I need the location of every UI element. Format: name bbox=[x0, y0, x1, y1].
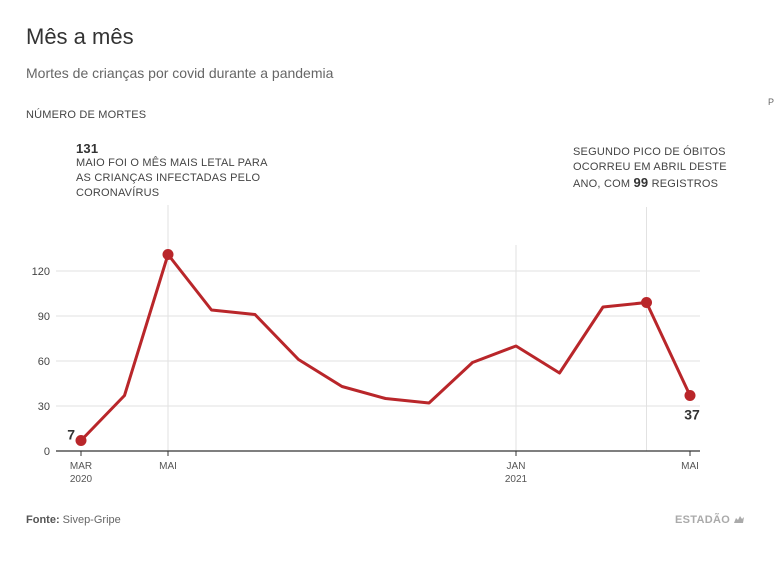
second-peak-value: 99 bbox=[633, 175, 649, 190]
y-axis-label: NÚMERO DE MORTES bbox=[26, 109, 147, 121]
cropped-letter: P bbox=[768, 97, 775, 107]
chart-title: Mês a mês bbox=[26, 24, 134, 49]
y-tick-label-90: 90 bbox=[38, 311, 50, 323]
source-text: Sivep-Gripe bbox=[59, 514, 121, 526]
peak-annotation-text: MAIO FOI O MÊS MAIS LETAL PARA AS CRIANÇ… bbox=[76, 157, 268, 199]
brand-name: ESTADÃO bbox=[675, 514, 731, 526]
second-peak-text-after: REGISTROS bbox=[648, 178, 719, 190]
series-line-0 bbox=[79, 253, 692, 442]
x-tick-label-2-0: MAI bbox=[159, 461, 177, 472]
brand-horse-icon bbox=[734, 516, 745, 523]
source-note: Fonte: Sivep-Gripe bbox=[26, 514, 121, 526]
y-tick-label-0: 0 bbox=[44, 446, 50, 458]
peak-annotation-value: 131 bbox=[76, 141, 99, 156]
data-label-0: 7 bbox=[67, 427, 75, 443]
data-point-13 bbox=[641, 297, 652, 308]
y-tick-label-60: 60 bbox=[38, 356, 50, 368]
source-label: Fonte: bbox=[26, 514, 60, 526]
x-tick-label-0-1: 2020 bbox=[70, 474, 93, 485]
second-peak-text-before: SEGUNDO PICO DE ÓBITOS OCORREU EM ABRIL … bbox=[573, 146, 727, 190]
chart-subtitle: Mortes de crianças por covid durante a p… bbox=[26, 65, 334, 81]
data-point-14 bbox=[684, 390, 696, 401]
data-label-14: 37 bbox=[684, 407, 700, 423]
y-tick-label-120: 120 bbox=[32, 266, 50, 278]
x-tick-label-0-0: MAR bbox=[70, 461, 92, 472]
data-point-0 bbox=[75, 435, 87, 446]
x-tick-label-10-0: JAN bbox=[507, 461, 526, 472]
data-point-2 bbox=[162, 249, 174, 260]
brand-logo: ESTADÃO bbox=[675, 514, 745, 526]
x-tick-label-14-0: MAI bbox=[681, 461, 699, 472]
second-peak-annotation: SEGUNDO PICO DE ÓBITOS OCORREU EM ABRIL … bbox=[573, 145, 743, 192]
x-tick-label-10-1: 2021 bbox=[505, 474, 528, 485]
peak-annotation: 131 MAIO FOI O MÊS MAIS LETAL PARA AS CR… bbox=[76, 141, 276, 201]
y-tick-label-30: 30 bbox=[38, 401, 50, 413]
